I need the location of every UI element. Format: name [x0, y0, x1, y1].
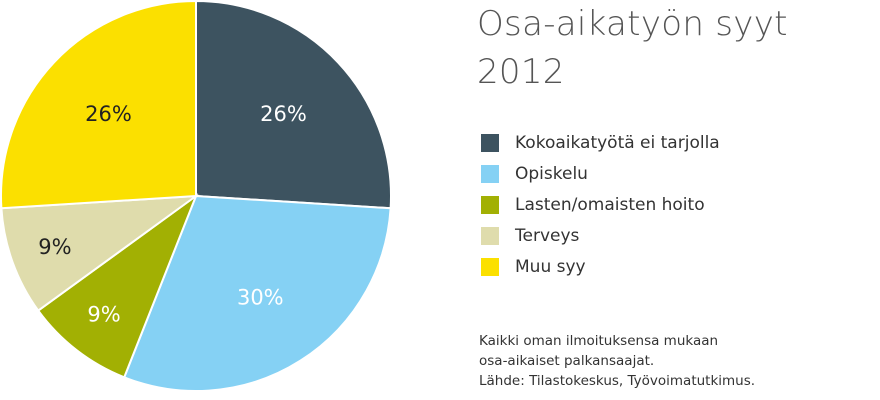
pie-chart: 26% 30% 9% 9% 26% — [0, 0, 392, 392]
legend-swatch — [481, 133, 499, 152]
pie-slice — [0, 194, 200, 313]
legend-swatch — [481, 164, 499, 183]
legend-item: Muu syy — [481, 251, 720, 282]
legend-label: Opiskelu — [515, 163, 588, 184]
footnote-line: osa-aikaiset palkansaajat. — [479, 353, 655, 369]
pie-slice — [0, 0, 197, 210]
footnote-line: Kaikki oman ilmoituksensa mukaan — [479, 333, 719, 349]
pie-slice — [122, 194, 392, 392]
legend-item: Opiskelu — [481, 158, 720, 189]
legend: Kokoaikatyötä ei tarjolla Opiskelu Laste… — [481, 127, 720, 282]
legend-label: Kokoaikatyötä ei tarjolla — [515, 132, 720, 153]
pie-slice-label: 30% — [237, 285, 284, 309]
chart-title-line-1: Osa-aikatyön syyt — [477, 4, 788, 44]
legend-item: Terveys — [481, 220, 720, 251]
pie-slice-label: 26% — [260, 102, 307, 126]
legend-item: Kokoaikatyötä ei tarjolla — [481, 127, 720, 158]
pie-slice-label: 9% — [38, 235, 71, 259]
legend-label: Muu syy — [515, 256, 586, 277]
pie-slice — [195, 0, 392, 210]
footnote-line: Lähde: Tilastokeskus, Työvoimatutkimus. — [479, 373, 756, 389]
chart-title: Osa-aikatyön syyt 2012 — [477, 0, 788, 96]
legend-swatch — [481, 226, 499, 245]
legend-label: Lasten/omaisten hoito — [515, 194, 705, 215]
footnote: Kaikki oman ilmoituksensa mukaan osa-aik… — [479, 331, 755, 391]
chart-title-line-2: 2012 — [477, 52, 565, 92]
legend-swatch — [481, 257, 499, 276]
pie-slice-label: 9% — [87, 303, 120, 327]
pie-slice-label: 26% — [85, 102, 132, 126]
legend-item: Lasten/omaisten hoito — [481, 189, 720, 220]
legend-label: Terveys — [515, 225, 580, 246]
pie-slice — [36, 193, 199, 379]
legend-swatch — [481, 195, 499, 214]
